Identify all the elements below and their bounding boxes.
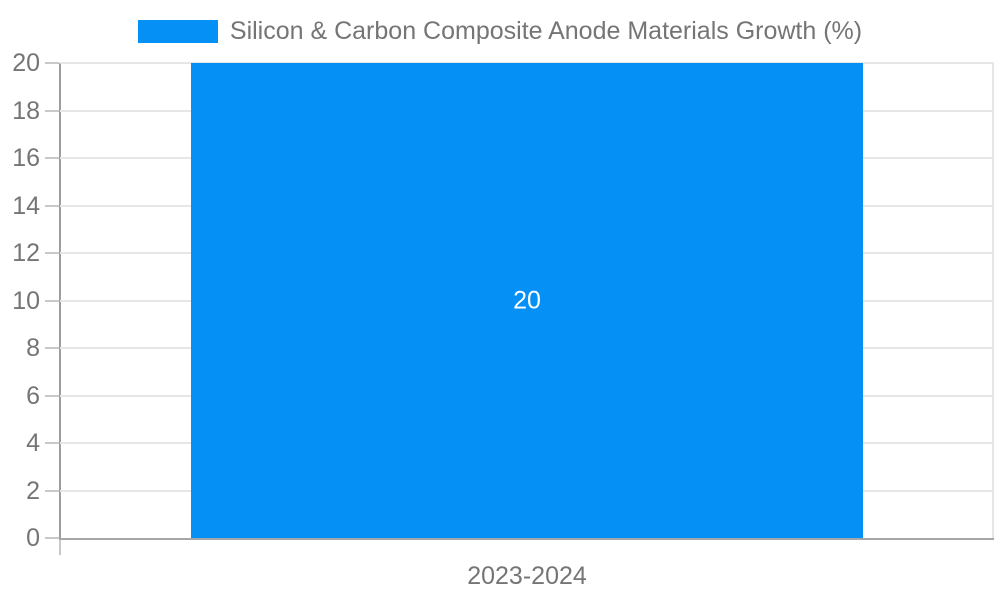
y-tick-18: [45, 109, 59, 112]
y-tick-label-8: 8: [26, 334, 40, 362]
y-tick-label-14: 14: [12, 191, 40, 220]
y-tick-20: [45, 62, 59, 64]
x-axis-tick: [59, 540, 61, 555]
y-tick-8: [45, 347, 59, 349]
y-tick-label-10: 10: [12, 286, 40, 315]
x-tick-label: 2023-2024: [467, 562, 587, 590]
y-tick-label-12: 12: [12, 239, 40, 267]
legend[interactable]: Silicon & Carbon Composite Anode Materia…: [0, 17, 1000, 45]
y-tick-6: [45, 394, 59, 397]
bar-value-label: 20: [513, 286, 541, 314]
y-tick-label-0: 0: [26, 524, 40, 552]
y-tick-label-6: 6: [26, 381, 40, 410]
bar-2023-2024[interactable]: 20: [191, 63, 863, 538]
y-tick-16: [45, 157, 59, 159]
y-tick-label-2: 2: [26, 476, 40, 505]
plot-right-border: [992, 63, 994, 538]
y-tick-label-20: 20: [12, 49, 40, 77]
y-tick-label-16: 16: [12, 144, 40, 172]
y-tick-4: [45, 442, 59, 444]
y-tick-10: [45, 299, 59, 302]
legend-swatch: [137, 20, 218, 43]
y-tick-12: [45, 252, 59, 254]
y-tick-label-4: 4: [26, 429, 40, 457]
y-tick-14: [45, 204, 59, 207]
plot-area: 20: [60, 62, 994, 538]
y-tick-2: [45, 489, 59, 492]
x-axis-baseline: [59, 538, 994, 540]
y-tick-0: [45, 537, 59, 539]
legend-label: Silicon & Carbon Composite Anode Materia…: [229, 17, 863, 45]
y-tick-label-18: 18: [12, 96, 40, 125]
